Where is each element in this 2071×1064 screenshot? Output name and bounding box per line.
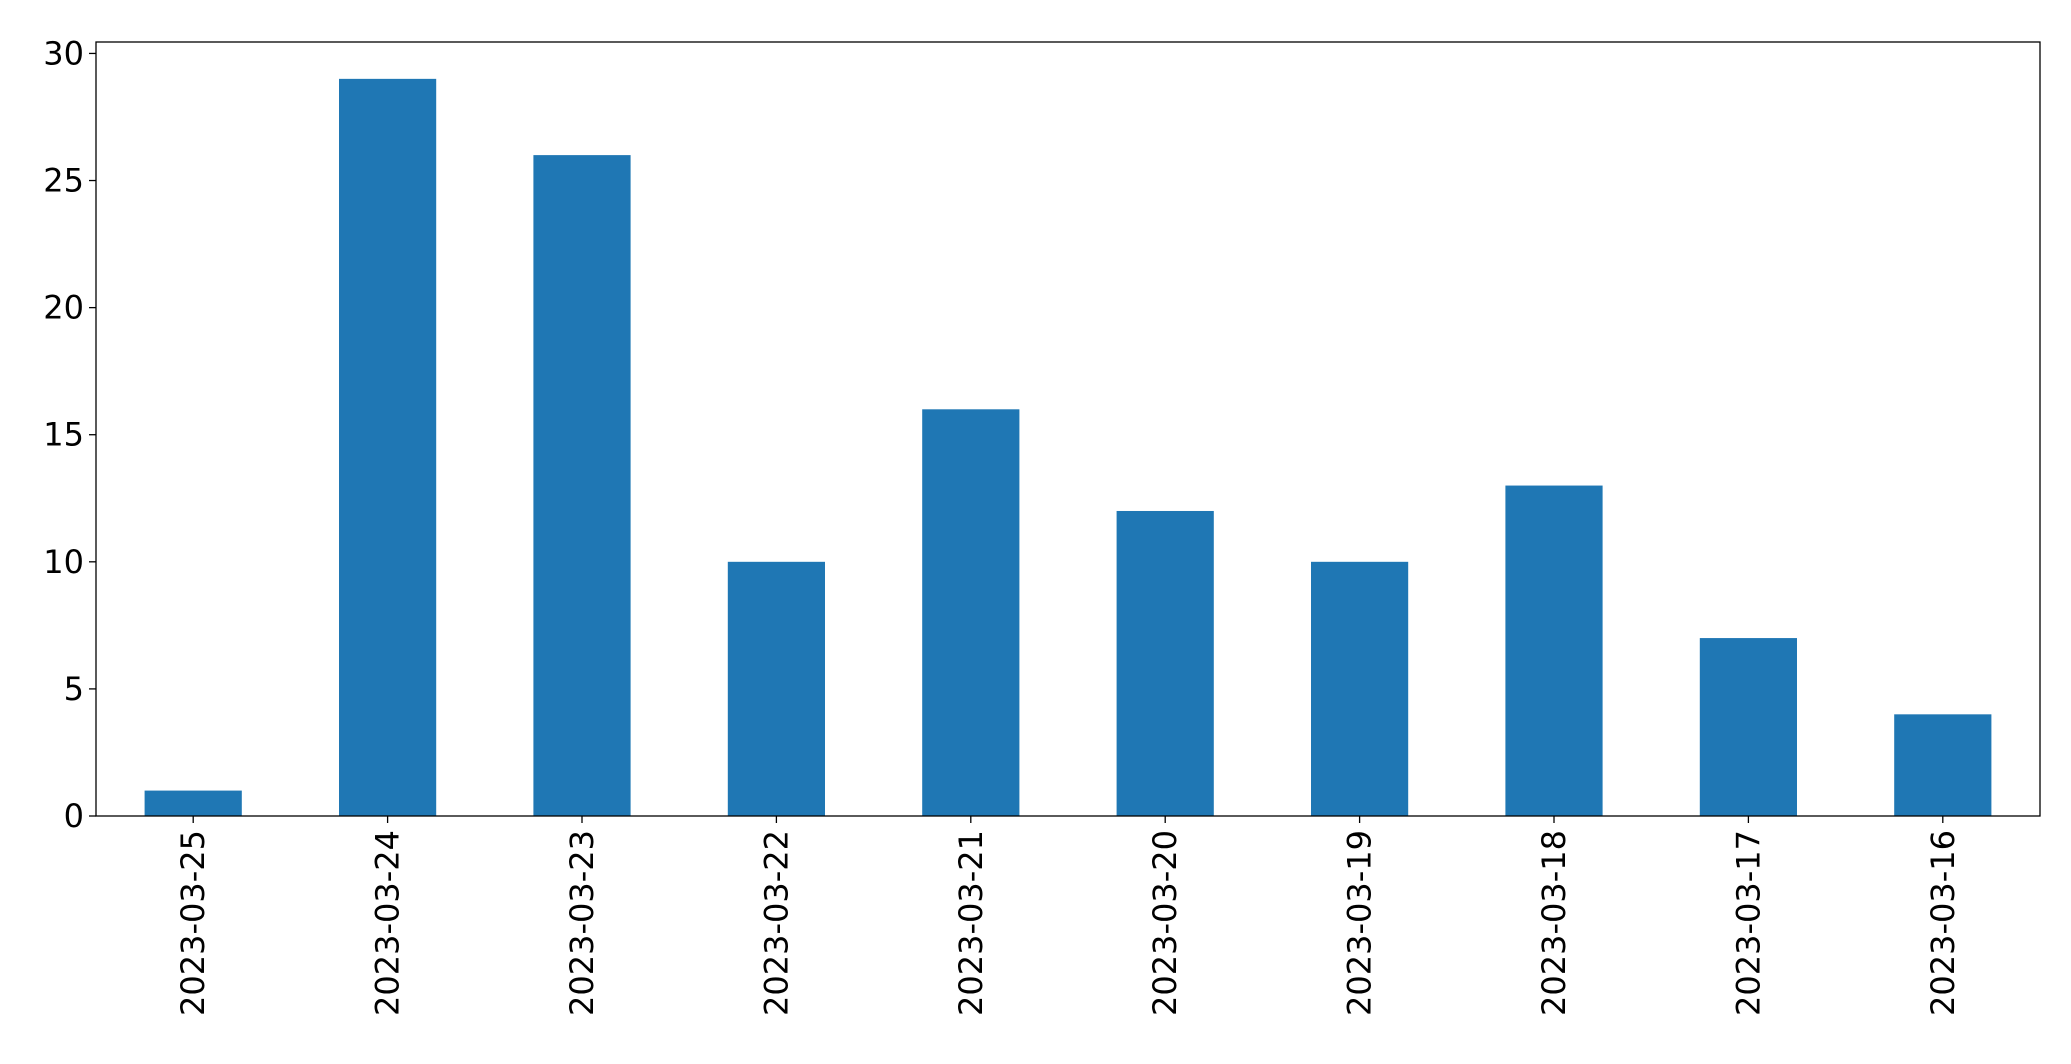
y-tick-label: 0 — [64, 797, 84, 835]
x-tick-label: 2023-03-18 — [1535, 830, 1573, 1016]
x-tick-label: 2023-03-22 — [757, 830, 795, 1016]
bar — [144, 790, 242, 816]
bar — [1116, 510, 1214, 816]
bar — [1505, 485, 1603, 816]
bar — [1311, 561, 1409, 816]
bar — [922, 409, 1020, 816]
x-tick-label: 2023-03-21 — [952, 830, 990, 1016]
y-tick-label: 30 — [43, 34, 84, 72]
bar — [1894, 714, 1992, 816]
x-tick-label: 2023-03-17 — [1729, 830, 1767, 1016]
bar — [339, 78, 437, 817]
plot-frame — [95, 41, 2041, 817]
x-tick-label: 2023-03-23 — [563, 830, 601, 1016]
x-tick-label: 2023-03-20 — [1146, 830, 1184, 1016]
bar — [727, 561, 825, 816]
y-tick-label: 10 — [43, 543, 84, 581]
bar — [533, 155, 631, 817]
bar — [1699, 638, 1797, 816]
x-tick-label: 2023-03-16 — [1924, 830, 1962, 1016]
y-tick-label: 5 — [64, 670, 84, 708]
y-tick-label: 15 — [43, 416, 84, 454]
y-tick-label: 20 — [43, 289, 84, 327]
x-tick-label: 2023-03-24 — [369, 830, 407, 1016]
x-tick-label: 2023-03-25 — [174, 830, 212, 1016]
y-tick-label: 25 — [43, 162, 84, 200]
x-tick-label: 2023-03-19 — [1341, 830, 1379, 1016]
